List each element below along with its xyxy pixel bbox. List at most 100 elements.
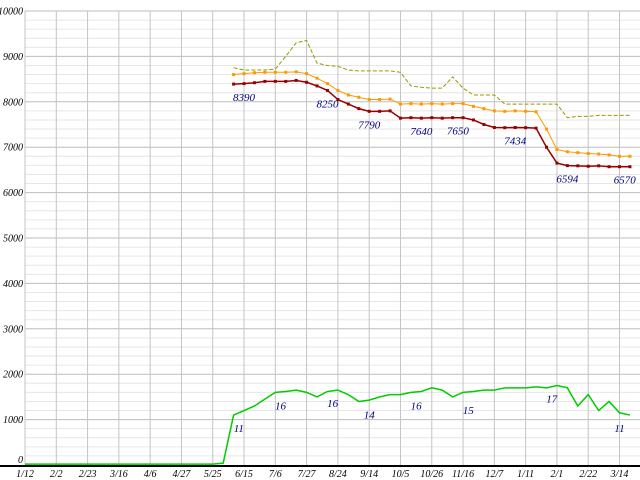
marker-orange-marked [471,104,475,108]
point-label: 6570 [614,175,637,187]
marker-orange-marked [388,97,392,101]
x-tick-label: 2/22 [579,469,597,480]
marker-dark-red-marked [346,102,350,106]
x-tick-label: 12/7 [485,469,504,480]
point-label: 15 [463,405,475,417]
y-tick-label: 8000 [3,97,23,108]
marker-orange-marked [451,102,455,106]
point-label: 17 [546,394,558,406]
marker-orange-marked [534,110,538,114]
marker-dark-red-marked [461,116,465,120]
marker-orange-marked [545,127,548,131]
x-tick-label: 10/5 [392,469,410,480]
x-tick-label: 1/12 [16,469,34,480]
marker-orange-marked [315,76,319,80]
marker-dark-red-marked [263,79,267,83]
marker-dark-red-marked [513,125,517,129]
marker-orange-marked [513,109,517,113]
y-tick-label: 0 [18,455,23,466]
point-label: 7650 [447,126,470,138]
x-tick-label: 4/6 [144,469,157,480]
y-tick-label: 3000 [2,324,23,335]
marker-orange-marked [294,70,298,74]
marker-dark-red-marked [398,116,402,120]
marker-orange-marked [565,150,569,154]
y-tick-label: 4000 [3,279,23,290]
x-tick-label: 1/11 [517,469,534,480]
marker-orange-marked [586,152,590,156]
x-tick-label: 5/25 [204,469,222,480]
marker-orange-marked [409,102,413,106]
y-tick-label: 7000 [3,143,23,154]
point-label: 8250 [316,98,339,110]
point-label: 6594 [556,174,579,186]
y-tick-label: 1000 [3,415,23,426]
point-label: 8390 [233,92,256,104]
marker-dark-red-marked [409,116,413,120]
x-tick-label: 4/27 [173,469,192,480]
marker-orange-marked [305,72,309,76]
marker-orange-marked [336,88,340,92]
marker-dark-red-marked [607,165,611,169]
series-green [25,384,631,465]
marker-orange-marked [628,154,632,158]
marker-orange-marked [461,102,465,106]
y-tick-label: 6000 [3,188,23,199]
marker-dark-red-marked [357,107,361,111]
marker-dark-red-marked [555,161,559,165]
marker-orange-marked [419,102,423,106]
marker-dark-red-marked [242,82,246,86]
marker-orange-marked [346,93,350,97]
marker-orange-marked [378,98,382,102]
x-tick-label: 9/14 [360,469,378,480]
marker-dark-red-marked [586,164,590,168]
x-tick-label: 8/24 [329,469,347,480]
marker-orange-marked [232,73,236,77]
marker-dark-red-marked [430,116,434,120]
series-olive-dashed [233,39,630,119]
x-tick-label: 10/26 [420,469,443,480]
marker-dark-red-marked [565,164,569,168]
marker-orange-marked [367,98,371,102]
marker-orange-marked [576,151,580,155]
marker-orange-marked [618,154,622,158]
x-tick-label: 3/14 [610,469,629,480]
marker-dark-red-marked [482,123,486,126]
y-tick-label: 2000 [3,370,23,381]
marker-dark-red-marked [336,98,340,102]
marker-dark-red-marked [419,116,423,120]
marker-dark-red-marked [471,118,475,122]
marker-dark-red-marked [628,165,632,169]
marker-dark-red-marked [305,80,309,84]
marker-dark-red-marked [232,82,236,86]
marker-orange-marked [607,153,611,157]
y-tick-label: 5000 [3,234,23,245]
x-tick-label: 2/2 [50,469,63,480]
marker-dark-red-marked [597,164,601,168]
marker-dark-red-marked [503,126,507,130]
marker-dark-red-marked [284,79,288,83]
marker-orange-marked [597,152,601,156]
marker-dark-red-marked [451,116,455,120]
x-tick-label: 11/16 [452,469,474,480]
marker-dark-red-marked [576,164,580,168]
x-tick-label: 2/23 [79,469,97,480]
point-label: 16 [275,400,287,412]
marker-dark-red-marked [524,126,528,130]
x-tick-label: 2/1 [551,469,564,480]
marker-dark-red-marked [440,116,444,120]
point-label: 11 [614,423,624,435]
marker-orange-marked [482,107,486,111]
marker-dark-red-marked [315,84,319,88]
point-label: 16 [411,400,423,412]
marker-orange-marked [273,70,277,74]
marker-orange-marked [242,72,246,76]
point-label: 11 [234,423,244,435]
marker-dark-red-marked [378,109,382,113]
marker-orange-marked [263,70,267,74]
marker-orange-marked [440,102,444,106]
marker-dark-red-marked [367,109,371,113]
marker-orange-marked [555,147,559,151]
